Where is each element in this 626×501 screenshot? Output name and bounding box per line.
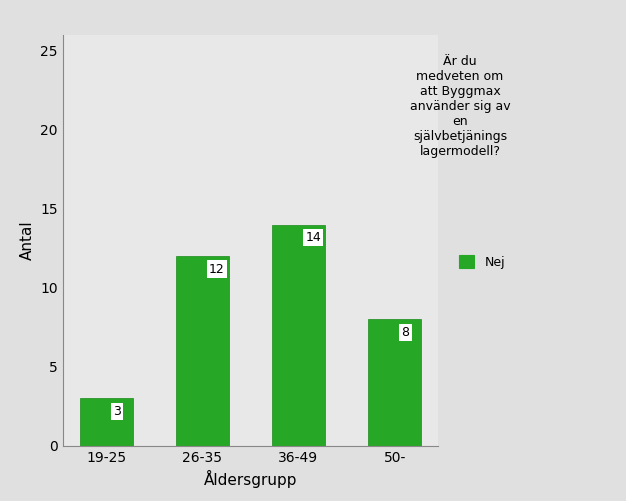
Text: 3: 3	[113, 405, 121, 418]
Text: Är du
medveten om
att Byggmax
använder sig av
en
självbetjänings
lagermodell?: Är du medveten om att Byggmax använder s…	[410, 55, 510, 158]
Bar	[272, 224, 325, 446]
Text: 12: 12	[209, 263, 225, 276]
Text: 8: 8	[401, 326, 409, 339]
Text: 14: 14	[305, 231, 321, 244]
Bar	[176, 257, 228, 446]
Legend: Nej: Nej	[459, 255, 505, 269]
Y-axis label: Antal: Antal	[19, 220, 34, 261]
Bar	[80, 398, 133, 446]
Bar	[368, 320, 421, 446]
X-axis label: Åldersgrupp: Åldersgrupp	[203, 470, 297, 488]
